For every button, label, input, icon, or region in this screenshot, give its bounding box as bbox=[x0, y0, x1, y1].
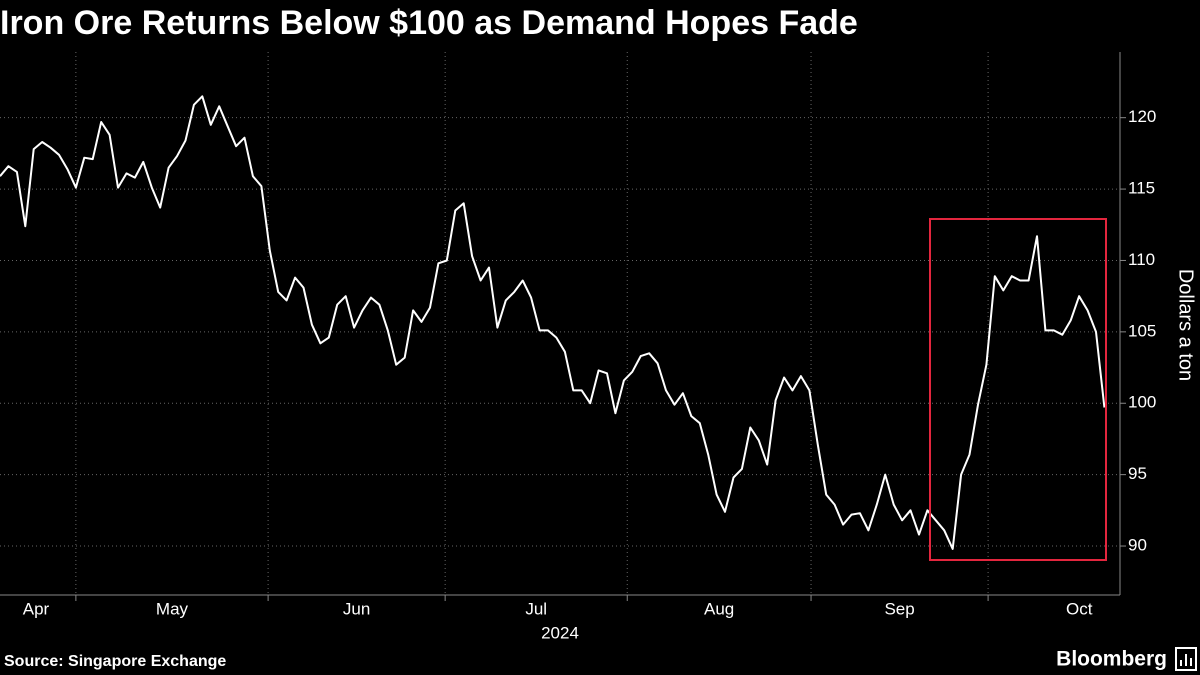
y-tick-label: 110 bbox=[1128, 250, 1155, 269]
x-tick-label: Jun bbox=[343, 599, 370, 618]
y-tick-label: 115 bbox=[1128, 179, 1155, 198]
highlight-box bbox=[929, 218, 1107, 561]
x-tick-label: May bbox=[156, 599, 189, 618]
y-tick-label: 95 bbox=[1128, 464, 1147, 483]
y-tick-label: 105 bbox=[1128, 321, 1156, 340]
y-tick-label: 90 bbox=[1128, 536, 1147, 555]
x-tick-label: Jul bbox=[525, 599, 547, 618]
y-axis-label: Dollars a ton bbox=[1175, 269, 1197, 381]
x-tick-label: Aug bbox=[704, 599, 734, 618]
x-tick-label: Oct bbox=[1066, 599, 1093, 618]
x-year-label: 2024 bbox=[541, 623, 579, 642]
x-tick-label: Apr bbox=[23, 599, 50, 618]
y-tick-label: 100 bbox=[1128, 393, 1156, 412]
line-series bbox=[0, 95, 1106, 550]
source: Source: Singapore Exchange bbox=[4, 653, 226, 670]
x-tick-label: Sep bbox=[884, 599, 914, 618]
brand: Bloomberg bbox=[1056, 648, 1167, 671]
brand-icon bbox=[1175, 647, 1197, 671]
y-tick-label: 120 bbox=[1128, 107, 1156, 126]
chart-title: Iron Ore Returns Below $100 as Demand Ho… bbox=[0, 4, 858, 42]
